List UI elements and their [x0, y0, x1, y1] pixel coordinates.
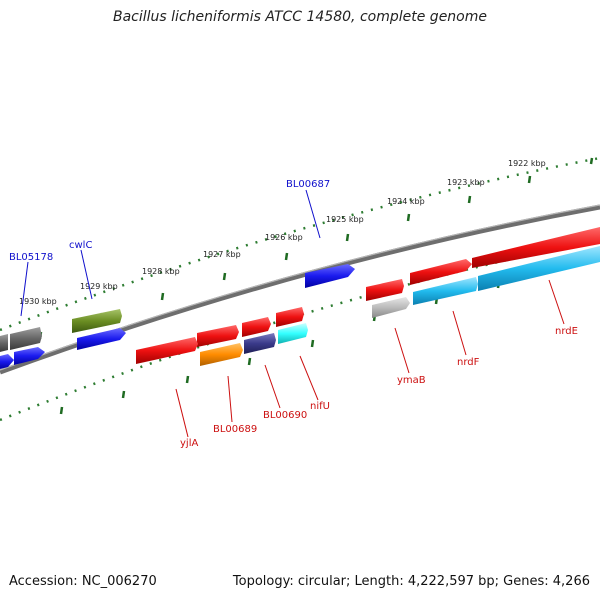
kbp-label: 1929 kbp: [80, 282, 118, 291]
leader-lines: [20, 189, 565, 438]
gene-arrow[interactable]: [77, 328, 126, 350]
gene-arrow[interactable]: [276, 307, 304, 327]
gene-arrow[interactable]: [478, 246, 600, 291]
gene-arrow[interactable]: [200, 343, 243, 366]
gene-arrow[interactable]: [0, 354, 14, 369]
gene-label-bl05178[interactable]: BL05178: [9, 252, 53, 263]
gene-label-ymab[interactable]: ymaB: [397, 375, 426, 386]
gene-arrow[interactable]: [366, 279, 404, 301]
accession-label: Accession: NC_006270: [9, 574, 157, 589]
gene-arrow[interactable]: [242, 317, 271, 337]
scale-track-outer: [0, 156, 600, 332]
kbp-label: 1923 kbp: [447, 178, 485, 187]
gene-arrow[interactable]: [197, 325, 239, 347]
reverse-genes: [0, 246, 600, 369]
gene-label-cwlc[interactable]: cwlC: [69, 240, 92, 251]
gene-arrow[interactable]: [413, 277, 478, 305]
gene-arrow[interactable]: [0, 334, 8, 352]
kbp-label: 1928 kbp: [142, 267, 180, 276]
gene-label-bl00689[interactable]: BL00689: [213, 424, 257, 435]
scale-labels: 1922 kbp 1923 kbp 1924 kbp 1925 kbp 1926…: [19, 159, 546, 306]
gene-arrow[interactable]: [244, 333, 276, 354]
gene-arrow[interactable]: [10, 327, 42, 350]
gene-label-yjla[interactable]: yjlA: [180, 438, 198, 449]
gene-label-nrdf[interactable]: nrdF: [457, 357, 480, 368]
gene-labels: BL05178 cwlC BL00687 yjlA BL00689 BL0069…: [9, 179, 578, 449]
kbp-label: 1927 kbp: [203, 250, 241, 259]
gene-arrow[interactable]: [136, 337, 198, 364]
gene-label-nrde[interactable]: nrdE: [555, 326, 578, 337]
kbp-label: 1925 kbp: [326, 215, 364, 224]
forward-genes: [0, 227, 600, 364]
page-title: Bacillus licheniformis ATCC 14580, compl…: [113, 9, 487, 25]
kbp-label: 1930 kbp: [19, 297, 57, 306]
gene-arrow[interactable]: [372, 297, 410, 318]
kbp-label: 1922 kbp: [508, 159, 546, 168]
gene-arrow[interactable]: [305, 264, 355, 288]
kbp-label: 1926 kbp: [265, 233, 303, 242]
topology-label: Topology: circular; Length: 4,222,597 bp…: [232, 574, 590, 589]
gene-arrow[interactable]: [410, 259, 472, 285]
gene-label-nifu[interactable]: nifU: [310, 401, 330, 412]
gene-arrow[interactable]: [472, 227, 600, 268]
gene-arrow[interactable]: [14, 347, 45, 365]
gene-label-bl00687[interactable]: BL00687: [286, 179, 330, 190]
gene-arrow[interactable]: [72, 309, 122, 333]
kbp-label: 1924 kbp: [387, 197, 425, 206]
gene-arrow[interactable]: [278, 323, 308, 344]
gene-label-bl00690[interactable]: BL00690: [263, 410, 307, 421]
